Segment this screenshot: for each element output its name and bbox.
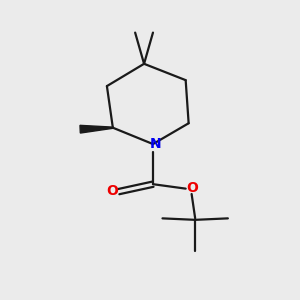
Text: N: N xyxy=(149,137,161,151)
Text: O: O xyxy=(106,184,118,198)
Polygon shape xyxy=(80,125,113,133)
Text: O: O xyxy=(186,181,198,195)
